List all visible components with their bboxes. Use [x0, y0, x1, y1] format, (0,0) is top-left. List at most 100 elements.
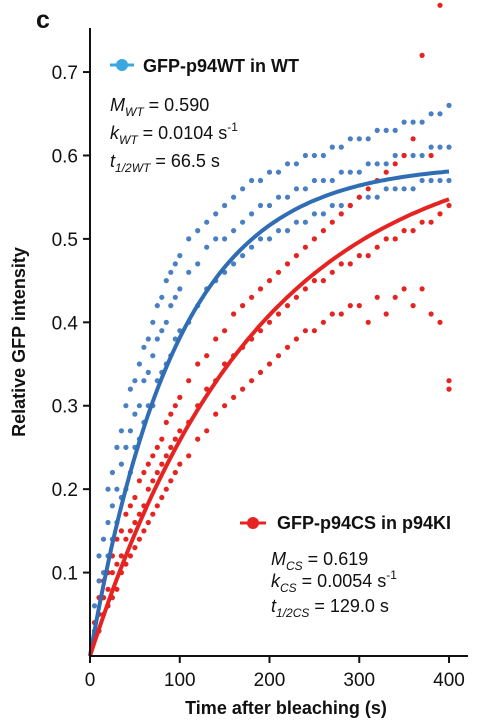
cs-point	[437, 2, 443, 8]
wt-point	[428, 177, 434, 184]
cs-point	[118, 553, 124, 559]
cs-point	[159, 436, 165, 442]
y-tick-label: 0.2	[52, 480, 78, 501]
wt-fit-curve	[88, 169, 450, 657]
wt-point	[365, 136, 371, 142]
cs-param-k: kCS = 0.0054 s-1	[271, 568, 397, 595]
cs-param-m: MCS = 0.619	[271, 549, 368, 573]
cs-point	[249, 294, 255, 300]
wt-point	[222, 202, 228, 209]
cs-point	[383, 236, 389, 242]
cs-point	[419, 219, 425, 225]
cs-point	[186, 453, 192, 459]
wt-point	[249, 211, 255, 217]
wt-point	[96, 553, 102, 559]
wt-point	[109, 469, 115, 476]
x-tick-label: 0	[85, 670, 96, 691]
wt-point	[118, 461, 124, 467]
cs-point	[141, 469, 147, 476]
wt-point	[257, 236, 264, 242]
wt-point	[275, 169, 282, 175]
cs-point	[136, 478, 142, 484]
cs-fit-parameters: MCS = 0.619 kCS = 0.0054 s-1 t1/2CS = 12…	[271, 549, 397, 620]
legend-wt-label: GFP-p94WT in WT	[143, 56, 299, 76]
wt-point	[437, 177, 443, 184]
x-tick-label: 400	[433, 670, 465, 691]
cs-point	[213, 411, 219, 417]
wt-point	[240, 253, 246, 259]
wt-point	[446, 177, 452, 184]
cs-point	[249, 378, 255, 384]
wt-point	[266, 202, 273, 209]
cs-point	[172, 436, 178, 442]
cs-point	[266, 278, 273, 284]
cs-point	[401, 152, 407, 159]
legend-cs: GFP-p94CS in p94KI	[240, 513, 451, 533]
cs-point	[437, 319, 443, 325]
y-tick-label: 0.7	[52, 63, 78, 84]
y-tick-label: 0.6	[52, 146, 78, 167]
wt-point	[123, 403, 129, 409]
cs-point	[437, 211, 443, 217]
cs-point	[163, 486, 169, 492]
cs-point	[159, 494, 165, 501]
cs-point	[284, 344, 291, 350]
cs-point	[428, 311, 434, 317]
cs-point	[222, 328, 228, 334]
cs-point	[154, 444, 160, 450]
cs-data-points	[91, 2, 452, 642]
wt-point	[91, 603, 98, 609]
cs-point	[392, 294, 398, 300]
wt-point	[356, 169, 362, 175]
cs-point	[145, 486, 151, 492]
wt-point	[311, 177, 317, 184]
cs-point	[428, 152, 434, 159]
wt-point	[302, 152, 308, 159]
wt-point	[284, 228, 291, 234]
cs-point	[163, 419, 169, 425]
cs-point	[293, 336, 299, 342]
cs-point	[356, 194, 362, 200]
wt-point	[266, 236, 273, 242]
cs-point	[222, 403, 228, 409]
cs-point	[410, 228, 416, 234]
cs-point	[311, 278, 317, 284]
wt-point	[329, 202, 335, 209]
wt-point	[136, 403, 142, 409]
cs-point	[204, 428, 210, 434]
y-axis-ticks: 0.1 0.2 0.3 0.4 0.5 0.6 0.7	[52, 63, 90, 585]
cs-point	[284, 261, 291, 267]
cs-point	[365, 319, 371, 325]
cs-point	[419, 286, 425, 292]
y-tick-label: 0.5	[52, 230, 78, 251]
wt-point	[154, 336, 160, 342]
cs-point	[392, 236, 398, 242]
cs-point	[127, 553, 133, 559]
wt-point	[374, 194, 380, 200]
cs-point	[177, 428, 183, 434]
cs-point	[154, 503, 160, 509]
cs-point	[293, 253, 299, 259]
wt-point	[177, 286, 183, 292]
cs-point	[374, 244, 380, 250]
wt-point	[428, 144, 434, 150]
cs-point	[302, 286, 308, 292]
cs-point	[172, 403, 178, 409]
cs-point	[154, 469, 160, 476]
cs-point	[320, 228, 326, 234]
wt-point	[365, 161, 371, 167]
cs-point	[145, 519, 151, 526]
cs-point	[329, 311, 335, 317]
cs-point	[123, 536, 129, 542]
wt-point	[437, 144, 443, 150]
wt-point	[446, 144, 452, 150]
wt-point	[401, 119, 407, 125]
wt-point	[159, 294, 165, 300]
cs-point	[320, 278, 326, 284]
wt-point	[100, 536, 107, 542]
wt-param-m: MWT = 0.590	[110, 95, 209, 119]
wt-point	[257, 177, 264, 184]
cs-param-t-half: t1/2CS = 129.0 s	[271, 596, 389, 620]
cs-point	[347, 261, 353, 267]
